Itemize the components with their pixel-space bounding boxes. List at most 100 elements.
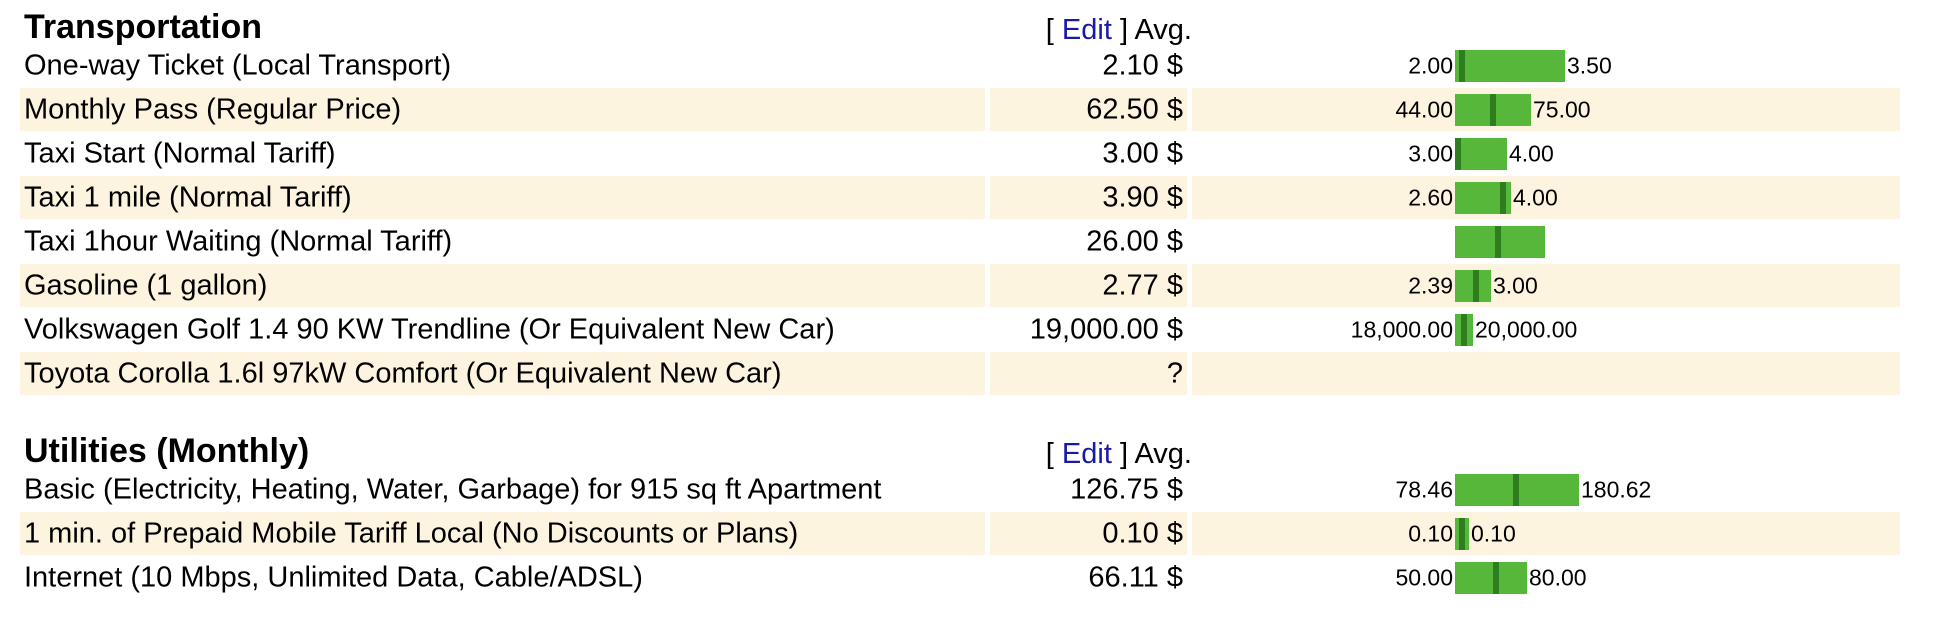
item-cell: Taxi 1hour Waiting (Normal Tariff) xyxy=(20,220,985,263)
range-cell: 2.00 3.50 xyxy=(1192,44,1900,87)
price-range-bar xyxy=(1455,518,1469,550)
item-cell: Toyota Corolla 1.6l 97kW Comfort (Or Equ… xyxy=(20,352,985,395)
average-price: 3.00 $ xyxy=(1102,137,1183,169)
edit-bracket-close: ] xyxy=(1111,14,1135,46)
item-label: Toyota Corolla 1.6l 97kW Comfort (Or Equ… xyxy=(24,357,782,389)
item-label: 1 min. of Prepaid Mobile Tariff Local (N… xyxy=(24,517,799,549)
price-range-bar xyxy=(1455,270,1491,302)
edit-link[interactable]: Edit xyxy=(1061,14,1112,46)
item-label: Taxi Start (Normal Tariff) xyxy=(24,137,336,169)
avg-column-label: Avg. xyxy=(1134,14,1192,46)
edit-link[interactable]: Edit xyxy=(1061,438,1112,470)
range-cell: 0.10 0.10 xyxy=(1192,512,1900,555)
range-cell: 3.00 4.00 xyxy=(1192,132,1900,175)
average-price: 2.10 $ xyxy=(1102,49,1183,81)
price-cell: 19,000.00 $ xyxy=(990,308,1187,351)
range-min-value: 2.00 xyxy=(1408,52,1453,78)
price-cell: 3.90 $ xyxy=(990,176,1187,219)
price-cell: ? xyxy=(990,352,1187,395)
price-cell: 62.50 $ xyxy=(990,88,1187,131)
item-cell: Monthly Pass (Regular Price) xyxy=(20,88,985,131)
table-row: Internet (10 Mbps, Unlimited Data, Cable… xyxy=(20,556,1900,599)
item-cell: Basic (Electricity, Heating, Water, Garb… xyxy=(20,468,985,511)
item-cell: Gasoline (1 gallon) xyxy=(20,264,985,307)
edit-avg-header: [ Edit ] Avg. xyxy=(1046,16,1192,45)
item-cell: Taxi Start (Normal Tariff) xyxy=(20,132,985,175)
range-min-value: 50.00 xyxy=(1395,564,1453,590)
price-range-bar xyxy=(1455,50,1565,82)
range-cell: 50.00 80.00 xyxy=(1192,556,1900,599)
range-max-value: 0.10 xyxy=(1471,520,1516,546)
item-label: Taxi 1hour Waiting (Normal Tariff) xyxy=(24,225,453,257)
range-max-value: 3.00 xyxy=(1493,272,1538,298)
range-max-value: 3.50 xyxy=(1567,52,1612,78)
section-rows: One-way Ticket (Local Transport) 2.10 $ 2.… xyxy=(20,44,1900,395)
range-min-value: 3.00 xyxy=(1408,140,1453,166)
average-price: 66.11 $ xyxy=(1088,561,1183,593)
average-marker xyxy=(1513,474,1520,506)
range-max-value: 180.62 xyxy=(1581,476,1652,502)
price-cell: 66.11 $ xyxy=(990,556,1187,599)
average-price: 2.77 $ xyxy=(1102,269,1183,301)
range-cell: 44.00 75.00 xyxy=(1192,88,1900,131)
item-cell: 1 min. of Prepaid Mobile Tariff Local (N… xyxy=(20,512,985,555)
average-marker xyxy=(1455,138,1461,170)
item-cell: Internet (10 Mbps, Unlimited Data, Cable… xyxy=(20,556,985,599)
price-cell: 0.10 $ xyxy=(990,512,1187,555)
price-range-bar xyxy=(1455,94,1531,126)
price-cell: 3.00 $ xyxy=(990,132,1187,175)
average-price: 0.10 $ xyxy=(1102,517,1183,549)
price-range-bar xyxy=(1455,314,1473,346)
edit-bracket-close: ] xyxy=(1111,438,1135,470)
range-cell: 78.46 180.62 xyxy=(1192,468,1900,511)
price-range-bar xyxy=(1455,474,1579,506)
item-label: Monthly Pass (Regular Price) xyxy=(24,93,402,125)
range-min-value: 78.46 xyxy=(1395,476,1453,502)
table-row: Taxi 1 mile (Normal Tariff) 3.90 $ 2.60 4.0… xyxy=(20,176,1900,219)
range-cell: 2.39 3.00 xyxy=(1192,264,1900,307)
table-row: Taxi 1hour Waiting (Normal Tariff) 26.00 … xyxy=(20,220,1900,263)
average-price: 19,000.00 $ xyxy=(1029,313,1183,345)
price-range-bar xyxy=(1455,226,1545,258)
average-marker xyxy=(1459,50,1466,82)
table-row: 1 min. of Prepaid Mobile Tariff Local (N… xyxy=(20,512,1900,555)
section-header: Utilities (Monthly) [ Edit ] Avg. xyxy=(20,424,1900,470)
range-cell xyxy=(1192,220,1900,263)
range-min-value: 18,000.00 xyxy=(1350,316,1453,342)
range-max-value: 4.00 xyxy=(1509,140,1554,166)
range-cell: 18,000.00 20,000.00 xyxy=(1192,308,1900,351)
item-label: Internet (10 Mbps, Unlimited Data, Cable… xyxy=(24,561,643,593)
price-range-bar xyxy=(1455,182,1511,214)
edit-bracket-open: [ xyxy=(1045,438,1062,470)
average-price: 126.75 $ xyxy=(1070,473,1183,505)
section-rows: Basic (Electricity, Heating, Water, Garb… xyxy=(20,468,1900,599)
section-title: Utilities (Monthly) xyxy=(24,432,310,470)
item-cell: One-way Ticket (Local Transport) xyxy=(20,44,985,87)
average-marker xyxy=(1461,314,1468,346)
average-marker xyxy=(1499,182,1506,214)
range-min-value: 44.00 xyxy=(1395,96,1453,122)
table-row: Basic (Electricity, Heating, Water, Garb… xyxy=(20,468,1900,511)
price-cell: 2.77 $ xyxy=(990,264,1187,307)
average-price: ? xyxy=(1166,357,1183,389)
item-cell: Volkswagen Golf 1.4 90 KW Trendline (Or … xyxy=(20,308,985,351)
table-row: Volkswagen Golf 1.4 90 KW Trendline (Or … xyxy=(20,308,1900,351)
range-min-value: 2.60 xyxy=(1408,184,1453,210)
average-price: 26.00 $ xyxy=(1086,225,1183,257)
range-max-value: 4.00 xyxy=(1513,184,1558,210)
range-max-value: 75.00 xyxy=(1533,96,1591,122)
price-cell: 2.10 $ xyxy=(990,44,1187,87)
average-marker xyxy=(1459,518,1466,550)
average-marker xyxy=(1494,226,1501,258)
price-cell: 26.00 $ xyxy=(990,220,1187,263)
item-label: Basic (Electricity, Heating, Water, Garb… xyxy=(24,473,882,505)
table-row: Monthly Pass (Regular Price) 62.50 $ 44.00… xyxy=(20,88,1900,131)
item-label: Taxi 1 mile (Normal Tariff) xyxy=(24,181,352,213)
price-range-bar xyxy=(1455,138,1507,170)
item-cell: Taxi 1 mile (Normal Tariff) xyxy=(20,176,985,219)
range-min-value: 0.10 xyxy=(1408,520,1453,546)
average-marker xyxy=(1489,94,1496,126)
section-header: Transportation [ Edit ] Avg. xyxy=(20,0,1900,45)
range-min-value: 2.39 xyxy=(1408,272,1453,298)
